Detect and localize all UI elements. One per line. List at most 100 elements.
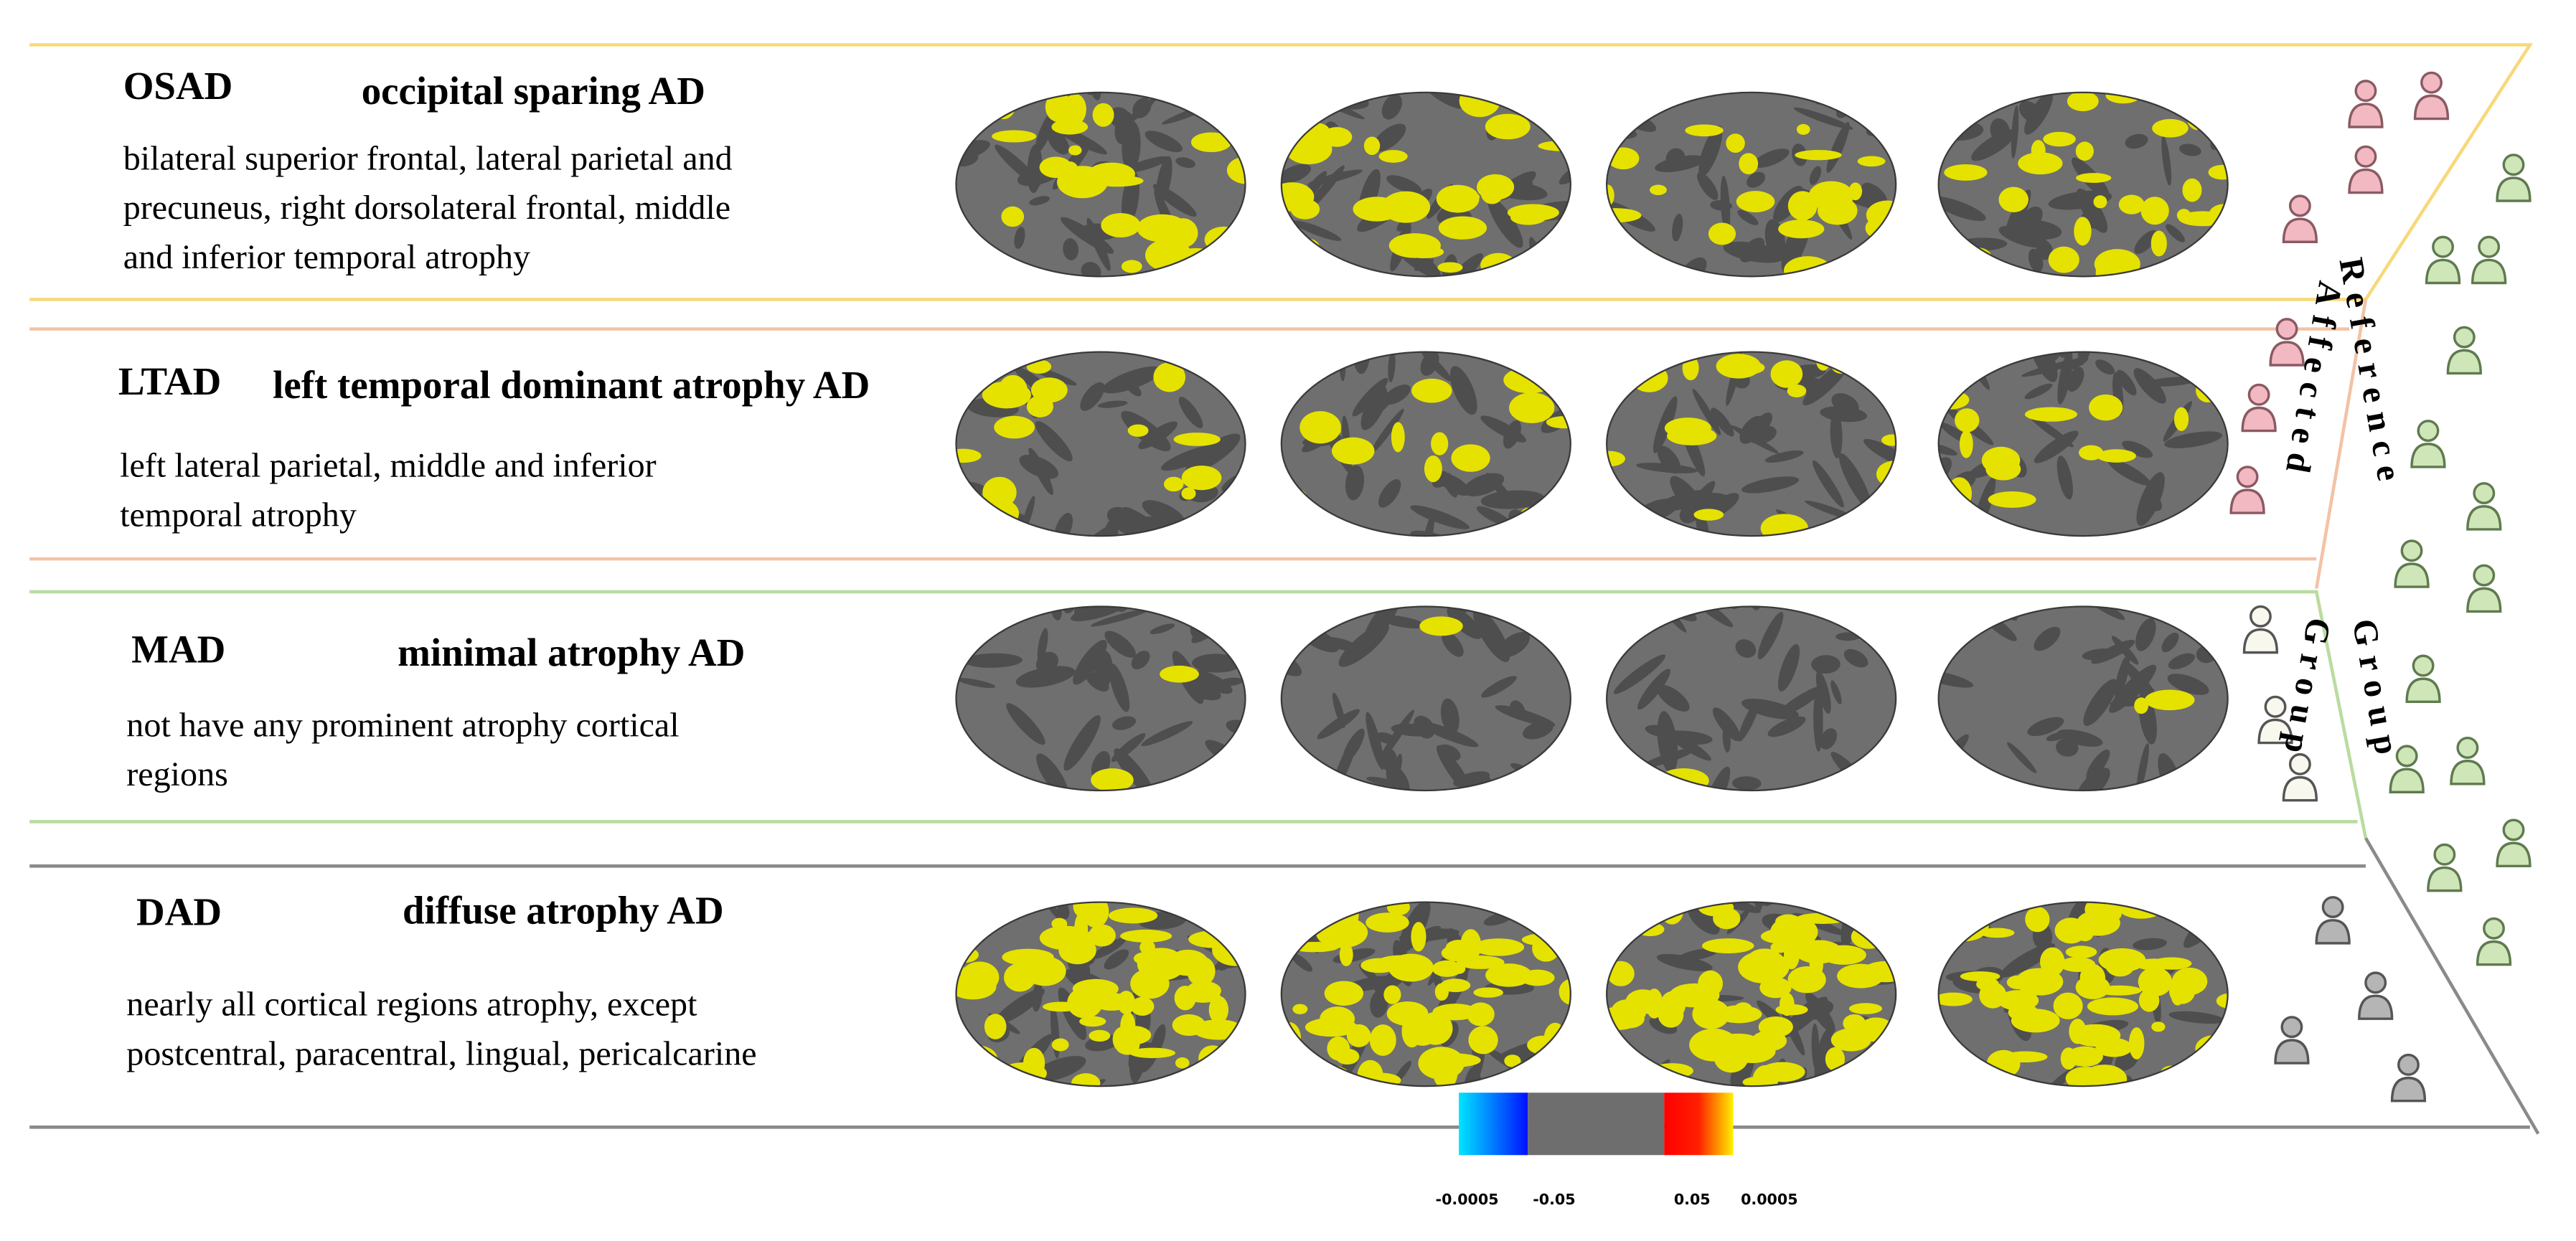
atrophy-blob (1363, 136, 1381, 156)
brain-sulcus (2053, 1101, 2081, 1148)
brain-sulcus (2184, 902, 2228, 948)
row-code: DAD (136, 890, 222, 934)
brain-sulcus (1720, 175, 1731, 237)
brain-sulcus (1613, 654, 1666, 694)
brain-sulcus (2049, 831, 2072, 867)
atrophy-blob (1089, 1029, 1111, 1042)
person-body (2282, 217, 2318, 243)
brain-sulcus (1065, 808, 1084, 851)
brain-sulcus (2161, 632, 2179, 653)
brain-sulcus (1776, 1067, 1808, 1087)
brain-sulcus (986, 275, 1028, 293)
atrophy-blob (1857, 156, 1886, 167)
atrophy-blob (1424, 455, 1442, 483)
atrophy-blob (1820, 945, 1866, 965)
atrophy-blob (1783, 941, 1800, 970)
brain-sulcus (1124, 379, 1142, 397)
person-head (2502, 818, 2525, 841)
person-icon (2229, 466, 2265, 514)
colorbar: -0.0005 -0.05 0.05 0.0005 (1436, 1093, 1798, 1208)
brain-sulcus (992, 524, 1035, 537)
atrophy-blob (1449, 192, 1480, 202)
atrophy-blob (1281, 182, 1315, 212)
atrophy-blob (1441, 944, 1475, 962)
brain-sulcus (1111, 733, 1146, 763)
brain-sulcus (1712, 707, 1741, 742)
atrophy-blob (2208, 164, 2228, 180)
atrophy-blob (1045, 92, 1072, 123)
atrophy-blob (1843, 1014, 1866, 1033)
brain-sulcus (2035, 541, 2088, 587)
person-head (2502, 154, 2525, 176)
brain-sulcus (1306, 902, 1334, 915)
brain-sulcus (1799, 902, 1808, 906)
reference-group-label: Group (2345, 616, 2408, 767)
person-body (2410, 443, 2446, 468)
brain-sulcus (1317, 709, 1360, 740)
atrophy-blob (1208, 996, 1229, 1024)
atrophy-blob (1732, 361, 1765, 374)
atrophy-blob (1437, 262, 1463, 273)
person-body (2348, 103, 2384, 128)
brain-sulcus (1109, 663, 1130, 712)
brain-sulcus (1998, 225, 2049, 248)
brain-sulcus (2133, 368, 2166, 404)
atrophy-blob (1467, 1002, 1495, 1027)
atrophy-blob (1560, 487, 1571, 512)
row-code: OSAD (123, 64, 233, 108)
person-icon (2358, 971, 2394, 1020)
person-body (2446, 349, 2482, 375)
brain-sulcus (1144, 131, 1183, 153)
brain-sulcus (1938, 1020, 1944, 1042)
brain-sulcus (1029, 196, 1050, 206)
atrophy-blob (1315, 917, 1368, 948)
atrophy-blob (2189, 1072, 2222, 1087)
brain-sulcus (1638, 902, 1696, 910)
person-body (2405, 677, 2441, 704)
brain-sulcus (2143, 288, 2161, 322)
atrophy-blob (1433, 1057, 1458, 1087)
atrophy-blob (1472, 938, 1525, 956)
atrophy-blob (1938, 922, 1956, 955)
brain-sulcus (2096, 59, 2117, 92)
brain-sulcus (1035, 110, 1056, 154)
brain-sulcus (1094, 650, 1113, 690)
brain-sulcus (2027, 717, 2064, 737)
brain-sulcus (1464, 902, 1480, 905)
person-body (2496, 841, 2532, 868)
brain-sulcus (2046, 732, 2069, 742)
atrophy-blob (991, 94, 1015, 120)
brain-sulcus (2168, 1011, 2225, 1024)
atrophy-blob (2214, 114, 2228, 145)
brain-sulcus (1487, 197, 1523, 248)
brain-sulcus (1512, 333, 1565, 349)
brain-sulcus (1285, 912, 1310, 929)
atrophy-blob (1739, 153, 1759, 175)
atrophy-blob (2138, 967, 2173, 997)
row-borders (29, 43, 2540, 1135)
brain-sulcus (1670, 476, 1706, 519)
atrophy-blob (2043, 131, 2076, 147)
person-body (2476, 940, 2512, 966)
person-icon (2242, 605, 2279, 654)
brain-sulcus (1365, 712, 1385, 770)
person-icon (2450, 736, 2486, 785)
brain-sulcus (1292, 220, 1342, 241)
brain-sulcus (1386, 175, 1422, 194)
brain-sulcus (2091, 639, 2135, 664)
person-icon (2496, 818, 2532, 868)
brain-sulcus (1058, 987, 1087, 1040)
atrophy-blob (1411, 378, 1452, 403)
brain-sulcus (1361, 546, 1378, 579)
atrophy-blob (1174, 986, 1196, 1011)
atrophy-blob (1504, 1054, 1521, 1067)
atrophy-blob (2079, 445, 2104, 461)
brain-sulcus (1712, 34, 1736, 63)
brain-sulcus (1290, 953, 1313, 972)
brain-sulcus (1847, 1064, 1876, 1087)
row-name: left temporal dominant atrophy AD (273, 363, 870, 407)
atrophy-blob (2176, 209, 2191, 222)
row-name: occipital sparing AD (362, 69, 705, 113)
brain-sulcus (1378, 479, 1401, 508)
